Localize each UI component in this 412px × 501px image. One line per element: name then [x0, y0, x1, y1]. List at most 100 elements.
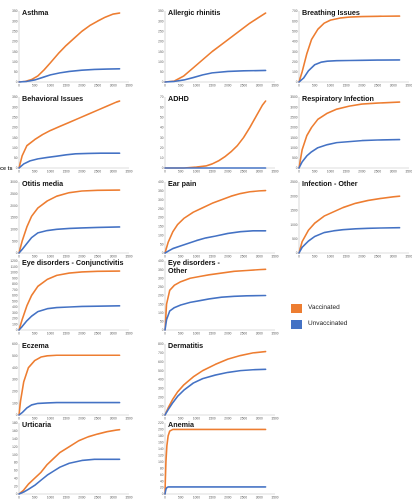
- x-tick-label: 500: [312, 170, 318, 174]
- x-tick-label: 500: [32, 84, 38, 88]
- x-tick-label: 3000: [110, 417, 117, 421]
- y-tick-label: 50: [14, 156, 18, 160]
- legend-swatch-unvaccinated: [291, 320, 302, 329]
- series-line-vaccinated: [164, 189, 267, 254]
- x-tick-label: 500: [32, 332, 38, 336]
- y-tick-label: 40: [160, 479, 164, 483]
- y-tick-label: 100: [12, 453, 18, 457]
- x-tick-label: 500: [178, 417, 184, 421]
- y-tick-label: 40: [14, 476, 18, 480]
- y-tick-label: 3000: [290, 105, 297, 109]
- series-line-unvaccinated: [18, 401, 121, 416]
- y-tick-label: 80: [14, 461, 18, 465]
- y-tick-label: 2500: [290, 180, 297, 184]
- chart-panel-13: 0 100 200 300 400 500 600 700 800 0 500 1000 1500 200…: [151, 340, 279, 422]
- chart-panel-14: 0 20 40 60 80 100 120 140 160 180 0 500 1000 1500 2000…: [5, 419, 133, 501]
- x-tick-label: 1000: [47, 255, 54, 259]
- y-tick-label: 50: [160, 70, 164, 74]
- y-tick-label: 500: [158, 369, 164, 373]
- y-tick-label: 250: [12, 115, 18, 119]
- x-tick-label: 2500: [94, 170, 101, 174]
- y-tick-label: 0: [16, 80, 18, 84]
- chart-panel-15: 0 20 40 60 80 100 120 140 160 180 200 220 0 500 1000 15…: [151, 419, 279, 501]
- x-tick-label: 1500: [343, 255, 350, 259]
- y-tick-label: 150: [12, 136, 18, 140]
- x-tick-label: 3500: [405, 255, 412, 259]
- y-tick-label: 60: [160, 105, 164, 109]
- x-tick-label: 1000: [327, 255, 334, 259]
- x-tick-label: 1000: [193, 255, 200, 259]
- x-tick-label: 3500: [125, 255, 132, 259]
- y-tick-label: 350: [158, 189, 164, 193]
- y-tick-label: 50: [160, 320, 164, 324]
- y-tick-label: 1500: [10, 216, 17, 220]
- series-line-unvaccinated: [164, 294, 267, 331]
- y-tick-label: 0: [162, 80, 164, 84]
- y-tick-label: 200: [158, 216, 164, 220]
- y-tick-label: 100: [12, 60, 18, 64]
- y-tick-label: 300: [158, 198, 164, 202]
- y-tick-label: 0: [162, 413, 164, 417]
- x-tick-label: 1500: [63, 496, 70, 500]
- x-tick-label: 500: [178, 496, 184, 500]
- y-tick-label: 50: [160, 242, 164, 246]
- y-tick-label: 180: [158, 434, 164, 438]
- y-tick-label: 350: [12, 95, 18, 99]
- x-tick-label: 1000: [47, 496, 54, 500]
- chart-title: Asthma: [22, 8, 49, 17]
- x-tick-label: 1500: [209, 332, 216, 336]
- series-line-unvaccinated: [298, 226, 401, 254]
- x-tick-label: 3000: [256, 84, 263, 88]
- x-tick-label: 3000: [390, 84, 397, 88]
- y-tick-label: 80: [160, 466, 164, 470]
- y-tick-label: 120: [12, 445, 18, 449]
- x-tick-label: 2000: [224, 332, 231, 336]
- x-tick-label: 2500: [94, 255, 101, 259]
- chart-svg: 0 500 1000 1500 2000 2500 3000 3500 0 500 1000 1500…: [290, 95, 412, 174]
- chart-svg: 0 100 200 300 400 500 600 700 800 0 500 1000 1500 200…: [158, 342, 279, 421]
- chart-svg: 0 20 40 60 80 100 120 140 160 180 200 220 0 500 1000 15…: [158, 421, 279, 500]
- x-tick-label: 500: [178, 84, 184, 88]
- chart-panel-5: 0 10 20 30 40 50 60 70 0 500 1000 1500 2000 2500 3000 3…: [151, 93, 279, 175]
- y-tick-label: 0: [162, 492, 164, 496]
- series-line-unvaccinated: [164, 69, 267, 83]
- y-tick-label: 30: [160, 136, 164, 140]
- x-tick-label: 500: [32, 255, 38, 259]
- y-tick-label: 200: [158, 395, 164, 399]
- y-tick-label: 1200: [10, 259, 17, 263]
- chart-title: Ear pain: [168, 179, 197, 188]
- y-tick-label: 20: [14, 484, 18, 488]
- x-tick-label: 3500: [125, 496, 132, 500]
- x-tick-label: 500: [312, 84, 318, 88]
- y-tick-label: 250: [158, 285, 164, 289]
- x-tick-label: 3500: [271, 170, 278, 174]
- chart-title: Anemia: [168, 420, 194, 429]
- chart-panel-10: 0 100 200 300 400 500 600 700 800 900 1000 1100 1200…: [5, 257, 133, 337]
- x-tick-label: 1000: [47, 84, 54, 88]
- x-tick-label: 2000: [224, 170, 231, 174]
- x-tick-label: 2500: [240, 255, 247, 259]
- x-tick-label: 3500: [125, 417, 132, 421]
- y-tick-label: 500: [292, 156, 298, 160]
- x-tick-label: 0: [164, 255, 166, 259]
- series-line-vaccinated: [18, 12, 121, 83]
- x-tick-label: 2500: [374, 255, 381, 259]
- series-line-vaccinated: [164, 12, 267, 83]
- figure-side-label: ce ts: [0, 166, 13, 172]
- x-tick-label: 2500: [94, 417, 101, 421]
- x-tick-label: 0: [18, 496, 20, 500]
- y-tick-label: 0: [162, 166, 164, 170]
- y-tick-label: 500: [12, 239, 18, 243]
- chart-svg: 0 50 100 150 200 250 300 350 400 0 500 1000 1500 2000…: [158, 180, 279, 259]
- y-tick-label: 150: [158, 50, 164, 54]
- y-tick-label: 1000: [290, 223, 297, 227]
- legend: Vaccinated Unvaccinated: [291, 303, 391, 335]
- y-tick-label: 900: [12, 276, 18, 280]
- y-tick-label: 0: [16, 166, 18, 170]
- y-tick-label: 400: [158, 259, 164, 263]
- y-tick-label: 50: [14, 70, 18, 74]
- y-tick-label: 700: [158, 351, 164, 355]
- y-tick-label: 20: [160, 146, 164, 150]
